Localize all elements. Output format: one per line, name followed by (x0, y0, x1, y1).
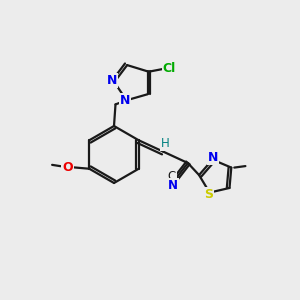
Text: N: N (120, 94, 130, 107)
Text: C: C (168, 170, 176, 183)
Text: H: H (161, 137, 170, 150)
Text: O: O (62, 161, 73, 174)
Text: N: N (168, 179, 178, 192)
Text: S: S (204, 188, 213, 201)
Text: Cl: Cl (163, 62, 176, 75)
Text: N: N (107, 74, 117, 87)
Text: N: N (208, 151, 218, 164)
